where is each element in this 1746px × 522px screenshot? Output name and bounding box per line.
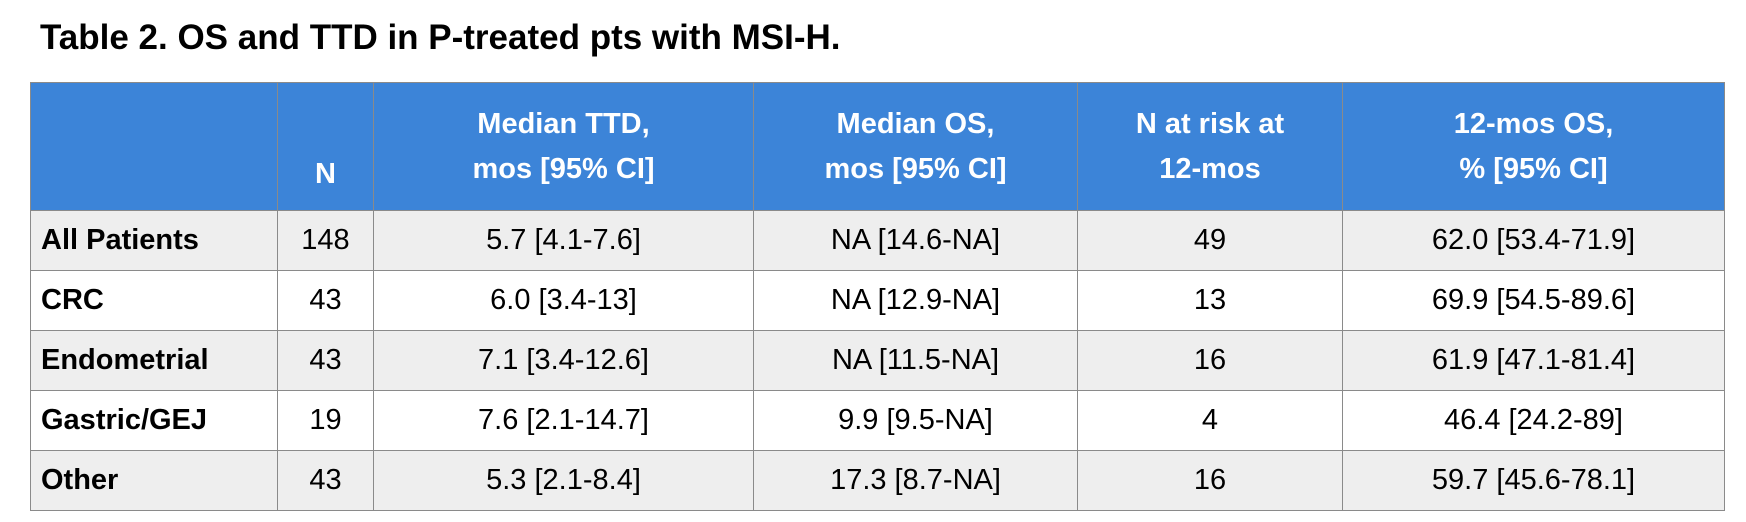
row-label: CRC [30,270,278,331]
cell-median-os: 9.9 [9.5-NA] [753,390,1078,451]
cell-n: 43 [277,270,374,331]
cell-n-at-risk: 13 [1077,270,1343,331]
header-cell-n: N [277,82,374,211]
header-line: 12-mos OS, [1453,107,1614,140]
header-row: N Median TTD, mos [95% CI] Median OS, mo… [30,82,1725,211]
cell-median-os: NA [11.5-NA] [753,330,1078,391]
header-cell-median-os: Median OS, mos [95% CI] [753,82,1078,211]
header-cell-median-ttd: Median TTD, mos [95% CI] [373,82,754,211]
cell-n-at-risk: 4 [1077,390,1343,451]
table-row: All Patients 148 5.7 [4.1-7.6] NA [14.6-… [30,210,1725,271]
cell-median-ttd: 7.1 [3.4-12.6] [373,330,754,391]
cell-median-os: NA [12.9-NA] [753,270,1078,331]
table-row: CRC 43 6.0 [3.4-13] NA [12.9-NA] 13 69.9… [30,270,1725,331]
row-label: All Patients [30,210,278,271]
header-line: % [95% CI] [1459,152,1608,185]
header-cell-blank [30,82,278,211]
cell-12mos-os: 46.4 [24.2-89] [1342,390,1725,451]
cell-12mos-os: 62.0 [53.4-71.9] [1342,210,1725,271]
cell-n: 148 [277,210,374,271]
cell-median-os: NA [14.6-NA] [753,210,1078,271]
header-line: mos [95% CI] [472,152,655,185]
results-table: N Median TTD, mos [95% CI] Median OS, mo… [30,82,1725,511]
header-line: N [315,158,336,190]
cell-12mos-os: 69.9 [54.5-89.6] [1342,270,1725,331]
cell-n-at-risk: 49 [1077,210,1343,271]
header-line: Median OS, [836,107,995,140]
cell-median-ttd: 5.7 [4.1-7.6] [373,210,754,271]
cell-n: 19 [277,390,374,451]
cell-n-at-risk: 16 [1077,330,1343,391]
header-line: Median TTD, [477,107,650,140]
row-label: Other [30,450,278,511]
cell-median-ttd: 5.3 [2.1-8.4] [373,450,754,511]
cell-n: 43 [277,450,374,511]
header-cell-n-at-risk: N at risk at 12-mos [1077,82,1343,211]
header-line: N at risk at [1135,107,1285,140]
table-row: Endometrial 43 7.1 [3.4-12.6] NA [11.5-N… [30,330,1725,391]
cell-median-ttd: 7.6 [2.1-14.7] [373,390,754,451]
header-line: 12-mos [1159,152,1261,185]
table-row: Gastric/GEJ 19 7.6 [2.1-14.7] 9.9 [9.5-N… [30,390,1725,451]
table-row: Other 43 5.3 [2.1-8.4] 17.3 [8.7-NA] 16 … [30,450,1725,511]
row-label: Gastric/GEJ [30,390,278,451]
table-title: Table 2. OS and TTD in P-treated pts wit… [40,18,841,57]
header-cell-12mos-os: 12-mos OS, % [95% CI] [1342,82,1725,211]
cell-12mos-os: 59.7 [45.6-78.1] [1342,450,1725,511]
cell-n: 43 [277,330,374,391]
row-label: Endometrial [30,330,278,391]
header-line: mos [95% CI] [824,152,1007,185]
cell-median-ttd: 6.0 [3.4-13] [373,270,754,331]
cell-n-at-risk: 16 [1077,450,1343,511]
cell-median-os: 17.3 [8.7-NA] [753,450,1078,511]
cell-12mos-os: 61.9 [47.1-81.4] [1342,330,1725,391]
